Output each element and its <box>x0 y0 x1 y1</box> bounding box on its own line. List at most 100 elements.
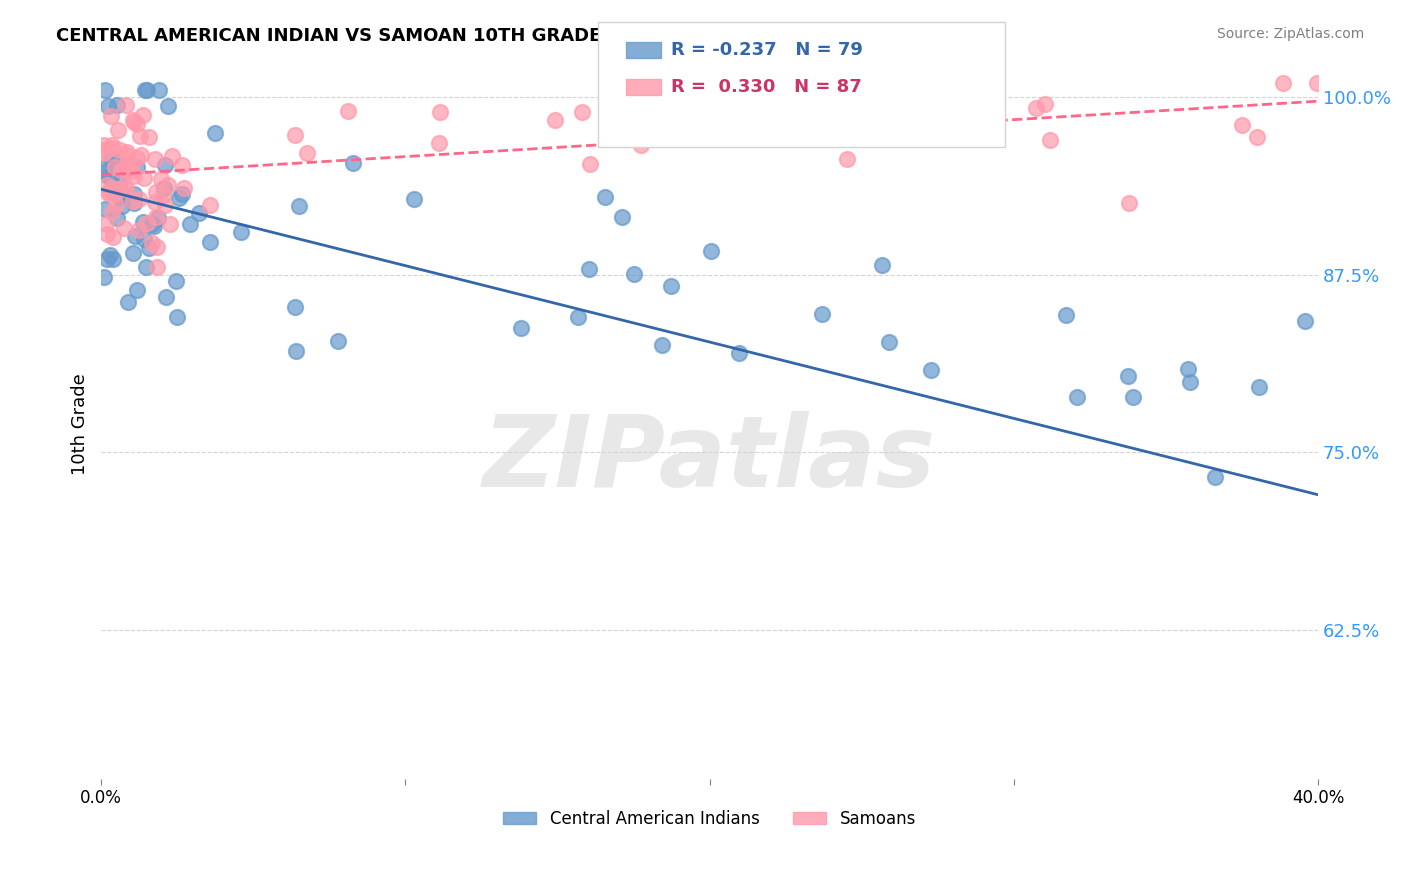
Point <box>96 252 118 266</box>
Point <box>429 105 451 120</box>
Y-axis label: 10th Grade: 10th Grade <box>72 373 89 475</box>
Point <box>1116 368 1139 383</box>
Point <box>93 137 115 152</box>
Point <box>122 195 145 210</box>
Point <box>284 344 307 359</box>
Point <box>284 300 307 314</box>
Point <box>104 186 127 201</box>
Point <box>124 115 146 129</box>
Point <box>100 152 122 166</box>
Point <box>134 83 156 97</box>
Point <box>172 158 194 172</box>
Text: Source: ZipAtlas.com: Source: ZipAtlas.com <box>1216 27 1364 41</box>
Point <box>1118 196 1140 211</box>
Point <box>160 149 183 163</box>
Point <box>101 230 124 244</box>
Point <box>811 307 834 321</box>
Point <box>101 252 124 266</box>
Point <box>170 187 193 202</box>
Point <box>920 363 942 377</box>
Point <box>179 217 201 231</box>
Point <box>879 335 901 350</box>
Point <box>121 245 143 260</box>
Point <box>728 345 751 359</box>
Point <box>142 219 165 233</box>
Legend: Central American Indians, Samoans: Central American Indians, Samoans <box>496 803 922 835</box>
Point <box>93 143 115 157</box>
Point <box>544 112 567 127</box>
Point <box>108 189 131 203</box>
Point <box>93 146 115 161</box>
Point <box>138 130 160 145</box>
Point <box>94 202 117 216</box>
Point <box>669 85 692 99</box>
Point <box>138 241 160 255</box>
Point <box>173 180 195 194</box>
Point <box>108 182 131 196</box>
Point <box>117 147 139 161</box>
Point <box>97 185 120 199</box>
Text: CENTRAL AMERICAN INDIAN VS SAMOAN 10TH GRADE CORRELATION CHART: CENTRAL AMERICAN INDIAN VS SAMOAN 10TH G… <box>56 27 823 45</box>
Point <box>941 78 963 93</box>
Point <box>806 76 828 90</box>
Point <box>159 217 181 231</box>
Point <box>297 145 319 160</box>
Point <box>616 120 638 135</box>
Point <box>117 295 139 310</box>
Point <box>284 128 307 142</box>
Text: R = -0.237   N = 79: R = -0.237 N = 79 <box>671 41 862 59</box>
Point <box>342 156 364 170</box>
Point <box>128 192 150 206</box>
Point <box>188 206 211 220</box>
Point <box>129 128 152 143</box>
Point <box>112 221 135 235</box>
Point <box>1180 375 1202 389</box>
Point <box>167 190 190 204</box>
Point <box>143 152 166 166</box>
Point <box>1305 76 1327 90</box>
Point <box>146 260 169 275</box>
Point <box>101 180 124 194</box>
Point <box>114 178 136 193</box>
Point <box>122 169 145 183</box>
Point <box>100 171 122 186</box>
Point <box>623 267 645 281</box>
Point <box>630 138 652 153</box>
Point <box>579 157 602 171</box>
Point <box>759 110 782 124</box>
Point <box>326 334 349 348</box>
Point <box>149 172 172 186</box>
Point <box>96 227 118 241</box>
Point <box>141 217 163 231</box>
Point <box>166 310 188 324</box>
Point <box>145 185 167 199</box>
Text: ZIPatlas: ZIPatlas <box>484 410 936 508</box>
Point <box>1232 118 1254 132</box>
Point <box>1246 130 1268 145</box>
Point <box>122 194 145 208</box>
Point <box>97 186 120 200</box>
Point <box>835 152 858 166</box>
Text: R =  0.330   N = 87: R = 0.330 N = 87 <box>671 78 862 96</box>
Point <box>100 109 122 123</box>
Point <box>115 162 138 177</box>
Point <box>145 210 167 224</box>
Point <box>153 158 176 172</box>
Point <box>104 198 127 212</box>
Point <box>115 98 138 112</box>
Point <box>114 182 136 196</box>
Point <box>134 232 156 246</box>
Point <box>200 197 222 211</box>
Point <box>96 178 118 192</box>
Point <box>98 247 121 261</box>
Point <box>111 199 134 213</box>
Point <box>571 105 593 120</box>
Point <box>288 199 311 213</box>
Point <box>429 136 451 150</box>
Point <box>107 177 129 191</box>
Point <box>107 123 129 137</box>
Point <box>578 261 600 276</box>
Point <box>125 151 148 165</box>
Point <box>155 290 177 304</box>
Point <box>135 260 157 274</box>
